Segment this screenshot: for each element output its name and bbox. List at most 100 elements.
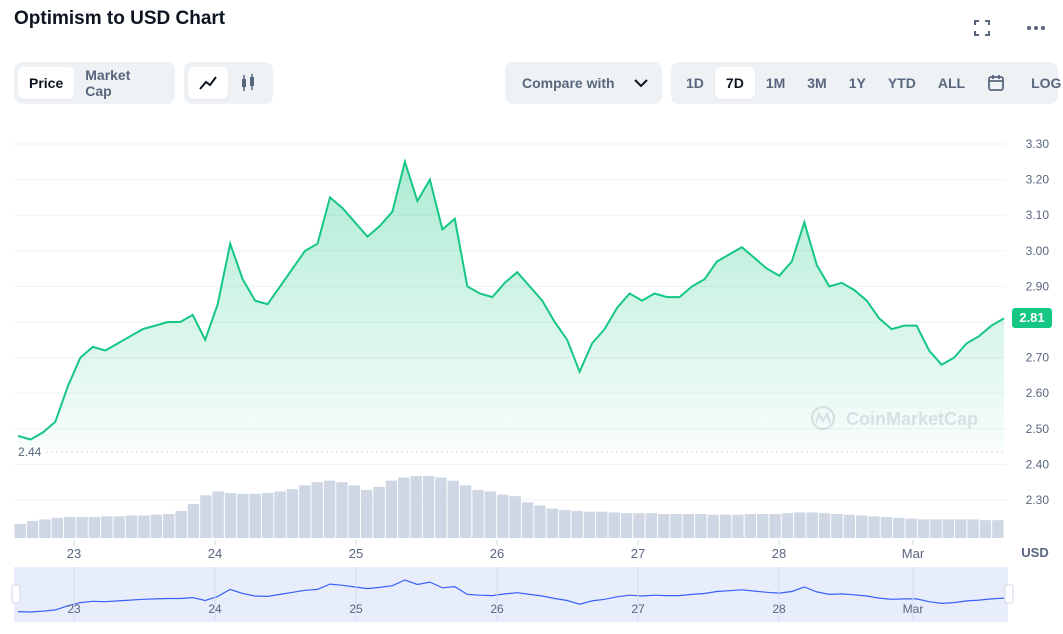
volume-bar — [51, 517, 63, 538]
volume-bar — [658, 513, 670, 538]
more-horizontal-icon[interactable] — [1022, 14, 1050, 42]
volume-bar — [262, 493, 274, 538]
tab-price[interactable]: Price — [18, 67, 75, 99]
log-toggle[interactable]: LOG — [1031, 75, 1062, 91]
navigator-x-tick-label: 24 — [208, 602, 222, 616]
volume-bar — [299, 485, 311, 538]
volume-bar — [101, 516, 113, 538]
volume-bar — [212, 491, 224, 538]
volume-bar — [695, 513, 707, 538]
volume-bar — [311, 482, 323, 538]
range-7d[interactable]: 7D — [714, 67, 755, 99]
volume-bar — [521, 502, 534, 538]
page-title: Optimism to USD Chart — [14, 8, 226, 29]
volume-bar — [856, 515, 868, 538]
y-tick-label: 3.10 — [1026, 208, 1050, 222]
volume-bar — [769, 513, 781, 538]
current-price-badge: 2.81 — [1012, 308, 1052, 328]
navigator-left-handle[interactable] — [11, 584, 21, 604]
volume-bar — [113, 516, 125, 538]
volume-bar — [249, 493, 261, 538]
fullscreen-icon[interactable] — [968, 14, 996, 42]
volume-bar — [138, 515, 150, 538]
candlestick-icon[interactable] — [228, 67, 268, 99]
volume-bar — [534, 505, 546, 538]
navigator-x-tick-label: Mar — [903, 602, 924, 616]
volume-bar — [361, 489, 373, 538]
volume-bar — [460, 485, 472, 538]
x-tick-label: 24 — [208, 546, 222, 561]
navigator-x-tick-label: 28 — [772, 602, 786, 616]
range-1d[interactable]: 1D — [686, 75, 704, 91]
volume-bar — [125, 515, 138, 538]
navigator-x-tick-label: 25 — [349, 602, 363, 616]
volume-bar — [633, 513, 645, 538]
volume-bar — [484, 491, 497, 538]
price-area — [18, 161, 1004, 451]
volume-bar — [781, 513, 794, 538]
y-tick-label: 3.20 — [1026, 173, 1050, 187]
volume-bar — [336, 482, 348, 538]
volume-bar — [559, 510, 571, 538]
volume-bars — [14, 476, 1004, 538]
volume-bar — [893, 517, 905, 538]
y-tick-label: 2.70 — [1026, 351, 1050, 365]
volume-bar — [806, 512, 818, 538]
volume-bar — [175, 510, 187, 538]
volume-bar — [64, 517, 76, 538]
volume-bar — [224, 493, 237, 538]
volume-bar — [917, 519, 930, 538]
navigator-x-tick-label: 26 — [490, 602, 504, 616]
volume-bar — [447, 480, 459, 538]
range-1y[interactable]: 1Y — [848, 75, 866, 91]
volume-bar — [26, 520, 39, 538]
tab-market-cap[interactable]: Market Cap — [85, 67, 131, 99]
volume-bar — [831, 513, 843, 538]
volume-bar — [398, 477, 410, 538]
volume-bar — [509, 496, 521, 538]
min-price-label: 2.44 — [18, 445, 42, 459]
metric-toggle: Price Market Cap — [14, 62, 175, 104]
calendar-icon[interactable] — [976, 67, 1016, 99]
volume-bar — [818, 513, 831, 538]
volume-bar — [435, 477, 447, 538]
volume-bar — [707, 514, 719, 538]
volume-bar — [719, 514, 732, 538]
chart-type-toggle — [184, 62, 273, 104]
range-1m[interactable]: 1M — [765, 75, 786, 91]
volume-bar — [39, 519, 51, 538]
currency-label: USD — [1021, 545, 1048, 560]
volume-bar — [732, 514, 744, 538]
volume-bar — [497, 494, 509, 538]
range-3m[interactable]: 3M — [807, 75, 827, 91]
x-tick-label: 23 — [67, 546, 81, 561]
watermark-text: CoinMarketCap — [846, 409, 978, 429]
compare-with-dropdown[interactable]: Compare with — [505, 62, 662, 104]
x-tick-label: 26 — [490, 546, 504, 561]
line-chart-icon[interactable] — [188, 67, 228, 99]
x-axis: 23 24 25 26 27 28 Mar — [67, 540, 925, 561]
volume-bar — [620, 513, 633, 538]
navigator-x-axis: 23 24 25 26 27 28 Mar — [67, 567, 923, 622]
range-ytd[interactable]: YTD — [887, 75, 916, 91]
volume-bar — [150, 514, 162, 538]
volume-bar — [682, 513, 695, 538]
coinmarketcap-watermark: CoinMarketCap — [810, 405, 978, 431]
volume-bar — [880, 517, 893, 538]
navigator-line — [17, 579, 1005, 613]
volume-bar — [410, 476, 422, 538]
x-tick-label: 28 — [772, 546, 786, 561]
volume-bar — [757, 513, 769, 538]
range-all[interactable]: ALL — [937, 75, 966, 91]
volume-bar — [546, 508, 558, 538]
volume-bar — [608, 512, 620, 538]
volume-bar — [905, 518, 917, 538]
chevron-down-icon — [634, 75, 648, 91]
volume-bar — [14, 524, 26, 538]
volume-bar — [187, 503, 200, 538]
navigator-right-handle[interactable] — [1004, 584, 1014, 604]
y-tick-label: 2.60 — [1026, 386, 1050, 400]
volume-bar — [942, 519, 954, 538]
volume-bar — [955, 519, 967, 538]
volume-bar — [744, 513, 756, 538]
